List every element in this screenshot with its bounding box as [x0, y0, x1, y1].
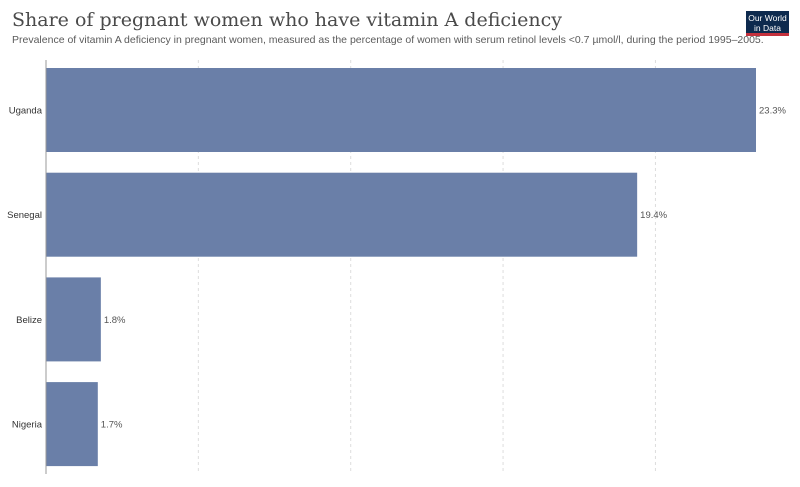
- owid-logo[interactable]: Our World in Data: [746, 11, 789, 36]
- bar-nigeria: [46, 382, 98, 467]
- value-label: 1.7%: [101, 420, 123, 431]
- logo-line-2: in Data: [754, 23, 781, 33]
- value-label: 19.4%: [640, 210, 667, 221]
- bar-senegal: [46, 172, 638, 257]
- chart-subtitle: Prevalence of vitamin A deficiency in pr…: [12, 34, 764, 46]
- category-label: Nigeria: [12, 420, 43, 431]
- category-label: Senegal: [7, 210, 42, 221]
- category-label: Uganda: [9, 106, 43, 117]
- logo-line-1: Our World: [748, 13, 787, 23]
- value-label: 23.3%: [759, 106, 786, 117]
- bar-uganda: [46, 68, 756, 152]
- chart-title: Share of pregnant women who have vitamin…: [12, 9, 562, 31]
- category-label: Belize: [16, 315, 42, 326]
- bar-belize: [46, 277, 101, 362]
- value-label: 1.8%: [104, 315, 126, 326]
